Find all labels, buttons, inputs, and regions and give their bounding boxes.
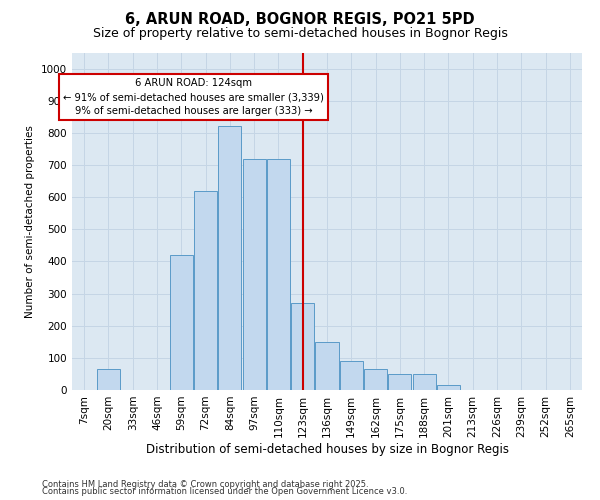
Text: Contains public sector information licensed under the Open Government Licence v3: Contains public sector information licen… [42, 487, 407, 496]
Bar [437, 385, 460, 390]
Text: Contains HM Land Registry data © Crown copyright and database right 2025.: Contains HM Land Registry data © Crown c… [42, 480, 368, 489]
Bar [242, 158, 266, 390]
Text: 6 ARUN ROAD: 124sqm
← 91% of semi-detached houses are smaller (3,339)
9% of semi: 6 ARUN ROAD: 124sqm ← 91% of semi-detach… [63, 78, 324, 116]
Bar [218, 126, 241, 390]
Y-axis label: Number of semi-detached properties: Number of semi-detached properties [25, 125, 35, 318]
Bar [340, 361, 363, 390]
Bar [364, 369, 387, 390]
X-axis label: Distribution of semi-detached houses by size in Bognor Regis: Distribution of semi-detached houses by … [146, 442, 509, 456]
Bar [267, 158, 290, 390]
Bar [413, 374, 436, 390]
Bar [388, 374, 412, 390]
Bar [316, 342, 338, 390]
Bar [194, 190, 217, 390]
Bar [291, 303, 314, 390]
Bar [97, 369, 120, 390]
Text: Size of property relative to semi-detached houses in Bognor Regis: Size of property relative to semi-detach… [92, 28, 508, 40]
Bar [170, 255, 193, 390]
Text: 6, ARUN ROAD, BOGNOR REGIS, PO21 5PD: 6, ARUN ROAD, BOGNOR REGIS, PO21 5PD [125, 12, 475, 28]
